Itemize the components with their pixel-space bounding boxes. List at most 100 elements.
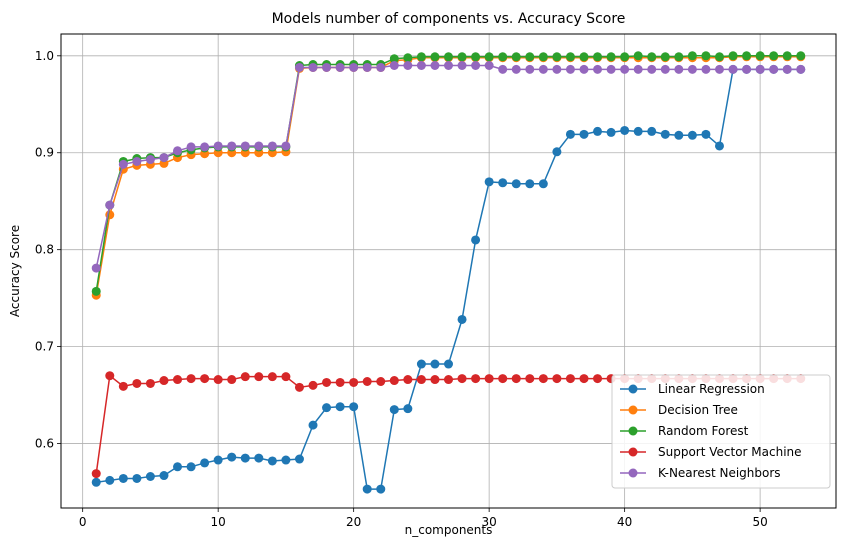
data-point [620,64,630,74]
series-layer [91,51,806,494]
data-point [91,477,101,487]
data-point [281,455,291,465]
data-point [484,177,494,187]
data-point [294,62,304,72]
data-point [579,52,589,62]
y-tick-label: 0.9 [35,146,54,160]
data-point [755,64,765,74]
x-tick-label: 30 [482,515,497,529]
data-point [484,61,494,70]
data-point [186,462,196,472]
data-point [349,402,359,412]
data-point [308,420,318,430]
plot-frame [60,33,837,509]
data-point [552,52,562,62]
data-point [145,378,155,388]
x-tick-label: 0 [79,515,87,529]
data-point [511,52,521,62]
data-point [498,52,508,62]
data-point [606,52,616,62]
data-point [376,484,386,494]
y-tick-label: 1.0 [35,49,54,63]
data-point [769,64,779,74]
data-point [240,372,250,382]
data-point [200,142,210,152]
data-point [430,359,440,369]
x-axis-label: n_components [405,523,493,537]
data-point [552,374,562,384]
data-point [91,286,101,296]
data-point [91,263,101,273]
data-point [322,377,332,387]
data-point [538,64,548,74]
data-point [674,52,684,62]
legend-marker [628,405,638,415]
data-point [416,375,426,385]
data-point [457,374,467,384]
data-point [714,52,724,62]
data-point [498,64,508,74]
data-point [593,126,603,136]
data-point [620,125,630,135]
data-point [403,53,413,63]
data-point [335,377,345,387]
data-point [430,375,440,385]
data-point [308,62,318,72]
data-point [484,52,494,62]
data-point [674,64,684,74]
data-point [755,51,765,61]
data-point [308,380,318,390]
data-point [173,462,183,472]
data-point [430,52,440,62]
data-point [118,473,128,483]
data-point [538,179,548,189]
data-point [159,376,169,386]
data-point [606,64,616,74]
data-point [349,62,359,72]
data-point [349,377,359,387]
data-point [565,52,575,62]
data-point [498,374,508,384]
data-point [484,374,494,384]
data-point [118,381,128,391]
data-point [132,473,142,483]
data-point [796,64,806,74]
data-point [267,456,277,466]
data-point [742,51,752,61]
chart-title: Models number of components vs. Accuracy… [272,11,626,27]
x-tick-label: 20 [346,515,361,529]
data-point [633,126,643,136]
data-point [660,129,670,139]
data-point [403,375,413,385]
data-point [647,126,657,136]
legend-item: Decision Tree [620,403,738,417]
data-point [769,51,779,61]
data-point [457,52,467,62]
legend-marker [628,426,638,436]
legend-item: Linear Regression [620,382,765,396]
data-point [389,376,399,386]
data-point [552,147,562,157]
data-point [213,141,223,151]
legend-marker [628,384,638,394]
data-point [471,52,481,62]
data-point [159,471,169,481]
data-point [701,64,711,74]
data-point [294,454,304,464]
data-point [593,52,603,62]
data-point [579,129,589,139]
data-point [457,314,467,324]
data-point [606,127,616,137]
data-point [687,64,697,74]
data-point [416,359,426,369]
data-point [132,378,142,388]
y-axis-label: Accuracy Score [8,225,22,317]
data-point [118,159,128,169]
data-point [322,62,332,72]
legend-label: Support Vector Machine [658,445,802,459]
y-tick-label: 0.6 [35,437,54,451]
data-point [444,375,453,385]
data-point [389,61,399,70]
data-point [294,382,304,392]
